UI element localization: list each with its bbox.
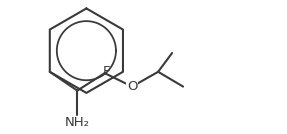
Text: NH₂: NH₂: [65, 116, 90, 129]
Text: O: O: [127, 80, 137, 93]
Text: F: F: [103, 65, 110, 78]
